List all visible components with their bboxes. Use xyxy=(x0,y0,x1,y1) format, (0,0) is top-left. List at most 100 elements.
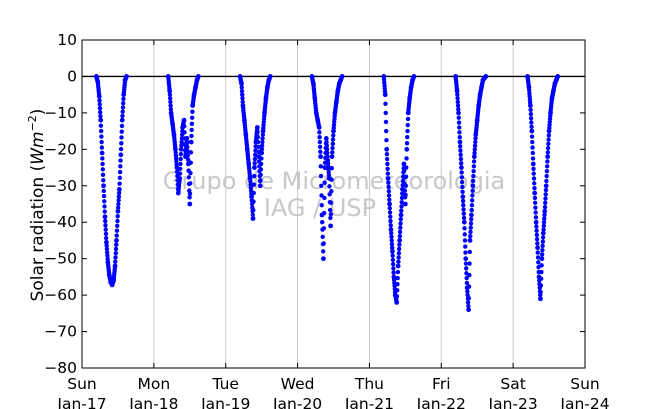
data-point xyxy=(389,245,395,250)
data-point xyxy=(389,230,394,236)
data-point xyxy=(542,204,548,210)
data-point xyxy=(117,169,123,175)
data-point xyxy=(103,231,109,236)
data-point xyxy=(545,150,551,155)
data-point xyxy=(528,107,533,113)
data-point xyxy=(399,208,404,213)
data-point xyxy=(467,261,472,266)
data-point xyxy=(394,300,400,305)
data-point xyxy=(120,105,126,110)
data-point xyxy=(456,107,461,112)
data-point xyxy=(458,161,464,166)
data-point xyxy=(470,193,475,198)
data-point xyxy=(458,148,463,153)
data-point xyxy=(404,141,410,146)
data-point xyxy=(467,272,472,278)
data-point xyxy=(255,139,261,145)
data-point xyxy=(113,246,119,252)
data-point xyxy=(251,207,256,213)
data-point xyxy=(113,259,118,264)
data-point xyxy=(398,221,403,226)
data-point xyxy=(541,227,546,232)
data-point xyxy=(544,169,550,174)
data-point xyxy=(260,139,265,145)
data-point xyxy=(386,180,391,185)
data-point xyxy=(390,261,396,267)
data-point xyxy=(468,225,473,230)
data-point xyxy=(530,156,536,161)
data-point xyxy=(182,130,187,135)
data-point xyxy=(240,96,245,101)
data-point xyxy=(321,256,326,262)
data-point xyxy=(260,132,266,137)
data-point xyxy=(119,129,124,134)
data-point xyxy=(411,74,417,79)
data-point xyxy=(543,200,548,205)
data-point xyxy=(320,234,325,239)
data-point xyxy=(259,150,265,156)
data-point xyxy=(189,133,194,139)
y-tick-label: 10 xyxy=(57,31,77,49)
data-point xyxy=(535,245,540,251)
data-point xyxy=(251,182,257,187)
data-point xyxy=(541,223,547,229)
data-point xyxy=(331,133,336,138)
data-point xyxy=(396,251,402,256)
data-point xyxy=(168,103,173,108)
data-point xyxy=(535,241,540,246)
data-point xyxy=(533,205,538,210)
data-point xyxy=(258,167,264,172)
data-point xyxy=(115,218,120,224)
data-point xyxy=(97,106,103,111)
y-tick-label: −80 xyxy=(44,359,77,377)
data-point xyxy=(396,246,402,252)
data-point xyxy=(530,150,535,156)
data-point xyxy=(259,143,265,148)
data-point xyxy=(534,232,540,238)
data-point xyxy=(318,154,323,160)
y-tick-label: −30 xyxy=(44,177,77,195)
data-point xyxy=(461,203,466,208)
y-tick-label: 0 xyxy=(67,67,77,85)
data-point xyxy=(115,213,120,219)
data-point xyxy=(178,146,184,152)
data-point xyxy=(267,74,273,79)
data-point xyxy=(118,158,123,163)
data-point xyxy=(383,110,388,116)
data-point xyxy=(167,92,173,97)
data-point xyxy=(462,226,467,231)
y-tick-label: −70 xyxy=(44,323,77,341)
data-point xyxy=(459,179,465,185)
data-point xyxy=(167,96,173,101)
data-point xyxy=(458,156,464,162)
data-point xyxy=(465,289,470,294)
y-tick-label: −40 xyxy=(44,213,77,231)
data-point xyxy=(239,81,244,87)
data-point xyxy=(385,161,390,167)
data-point xyxy=(117,181,122,186)
data-point xyxy=(382,92,388,98)
data-point xyxy=(386,184,391,190)
data-point xyxy=(473,136,478,141)
data-point xyxy=(535,255,541,260)
data-point xyxy=(468,229,473,235)
data-point xyxy=(259,156,264,161)
data-point xyxy=(455,92,460,97)
data-point xyxy=(459,165,464,170)
data-point xyxy=(387,197,392,202)
data-point xyxy=(460,189,465,195)
data-point xyxy=(116,194,122,199)
data-point xyxy=(398,212,404,218)
data-point xyxy=(318,173,324,179)
data-point xyxy=(460,184,465,190)
data-point xyxy=(545,145,551,151)
data-point xyxy=(534,224,539,229)
data-point xyxy=(398,216,404,222)
grid-lines xyxy=(153,40,514,368)
data-point xyxy=(185,144,190,150)
data-point xyxy=(463,244,468,249)
data-point xyxy=(252,161,257,166)
data-point xyxy=(321,249,326,254)
axis-ticks xyxy=(81,39,586,369)
